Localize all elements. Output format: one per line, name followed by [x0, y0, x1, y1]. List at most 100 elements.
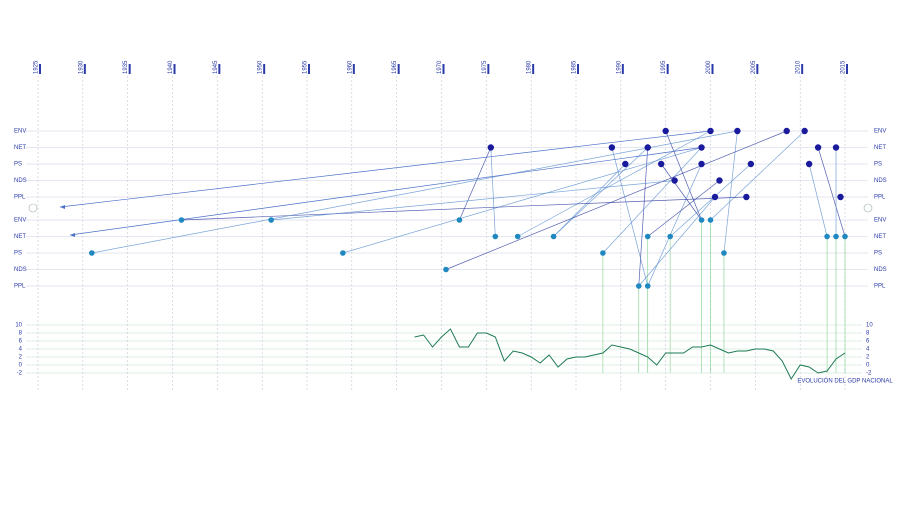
year-tick — [83, 64, 86, 74]
node — [657, 160, 665, 168]
row-label: ENV — [874, 129, 886, 135]
link — [490, 147, 496, 237]
link — [665, 130, 702, 221]
gdp-tick-label: 0 — [19, 363, 23, 369]
year-label: 2000 — [706, 60, 712, 74]
row-label: PS — [874, 251, 882, 257]
row-label: NDS — [874, 267, 887, 273]
node — [707, 127, 714, 135]
year-label: 1970 — [437, 60, 443, 74]
node — [644, 283, 651, 289]
row-label: NET — [14, 145, 26, 151]
link — [660, 163, 702, 221]
year-label: 1950 — [258, 60, 264, 74]
year-tick — [308, 64, 310, 74]
gdp-tick-label: 6 — [866, 339, 870, 345]
node — [711, 193, 719, 201]
year-label: 1930 — [78, 60, 84, 74]
node — [783, 127, 790, 135]
node — [268, 217, 274, 223]
link — [181, 196, 747, 221]
arrow-line — [59, 130, 711, 208]
arrow-head — [60, 205, 65, 209]
node — [178, 217, 185, 223]
node — [514, 233, 521, 240]
link — [638, 147, 649, 287]
row-label: PPL — [874, 195, 886, 201]
year-tick — [711, 64, 714, 74]
row-label: PS — [14, 251, 22, 257]
year-tick — [801, 64, 804, 74]
node — [837, 193, 844, 201]
year-tick — [352, 64, 355, 74]
node — [443, 266, 449, 273]
year-label: 2005 — [751, 60, 757, 74]
year-tick — [487, 64, 490, 74]
link — [342, 147, 702, 254]
node — [600, 250, 606, 256]
year-label: 1995 — [661, 60, 667, 74]
node — [487, 144, 495, 151]
link — [647, 180, 720, 237]
year-tick — [39, 64, 41, 74]
year-label: 1975 — [482, 60, 488, 74]
node — [662, 127, 669, 135]
year-label: 1935 — [123, 60, 129, 74]
gdp-tick-label: 10 — [15, 323, 22, 329]
left-marker — [28, 203, 38, 213]
gdp-line — [414, 328, 846, 381]
gdp-tick-label: 6 — [19, 339, 23, 345]
gdp-tick-label: 2 — [19, 355, 23, 361]
gdp-tick-label: 4 — [19, 347, 23, 353]
link — [669, 163, 752, 237]
link — [611, 147, 649, 287]
year-label: 1940 — [168, 60, 174, 74]
year-tick — [218, 64, 221, 74]
year-tick — [621, 64, 624, 74]
gdp-tick-label: 8 — [19, 331, 23, 337]
row-label: NDS — [14, 267, 27, 273]
year-label: 1985 — [572, 60, 578, 74]
row-label: NDS — [14, 178, 27, 184]
gdp-tick-label: 2 — [866, 355, 870, 361]
link — [91, 130, 738, 254]
node — [492, 233, 499, 240]
gdp-label: EVOLUCIÓN DEL GDP NACIONAL — [797, 378, 893, 385]
node — [608, 144, 616, 151]
node — [805, 160, 813, 168]
link — [647, 163, 702, 287]
year-tick — [666, 64, 669, 74]
node — [734, 127, 741, 135]
link — [445, 130, 787, 270]
link — [553, 163, 626, 237]
node — [707, 217, 714, 223]
year-label: 1960 — [347, 60, 353, 74]
row-label: PS — [14, 162, 22, 168]
node — [743, 193, 750, 201]
link — [602, 147, 702, 254]
year-label: 2010 — [796, 60, 802, 74]
row-label: PPL — [14, 284, 26, 290]
right-marker — [863, 203, 873, 213]
arrow-line — [69, 147, 702, 236]
year-label: 1965 — [392, 60, 398, 74]
node — [716, 177, 723, 184]
node — [456, 217, 463, 223]
year-tick — [756, 64, 759, 74]
node — [824, 233, 830, 240]
node — [340, 250, 346, 256]
node — [550, 233, 557, 240]
year-tick — [128, 64, 131, 74]
link — [808, 163, 828, 237]
link — [723, 130, 738, 254]
year-label: 1925 — [34, 60, 40, 74]
row-label: NDS — [874, 178, 887, 184]
row-label: ENV — [14, 129, 26, 135]
node — [833, 233, 839, 240]
year-tick — [532, 64, 535, 74]
link — [553, 147, 648, 237]
year-label: 1945 — [213, 60, 219, 74]
year-tick — [263, 64, 266, 74]
node — [801, 127, 808, 135]
